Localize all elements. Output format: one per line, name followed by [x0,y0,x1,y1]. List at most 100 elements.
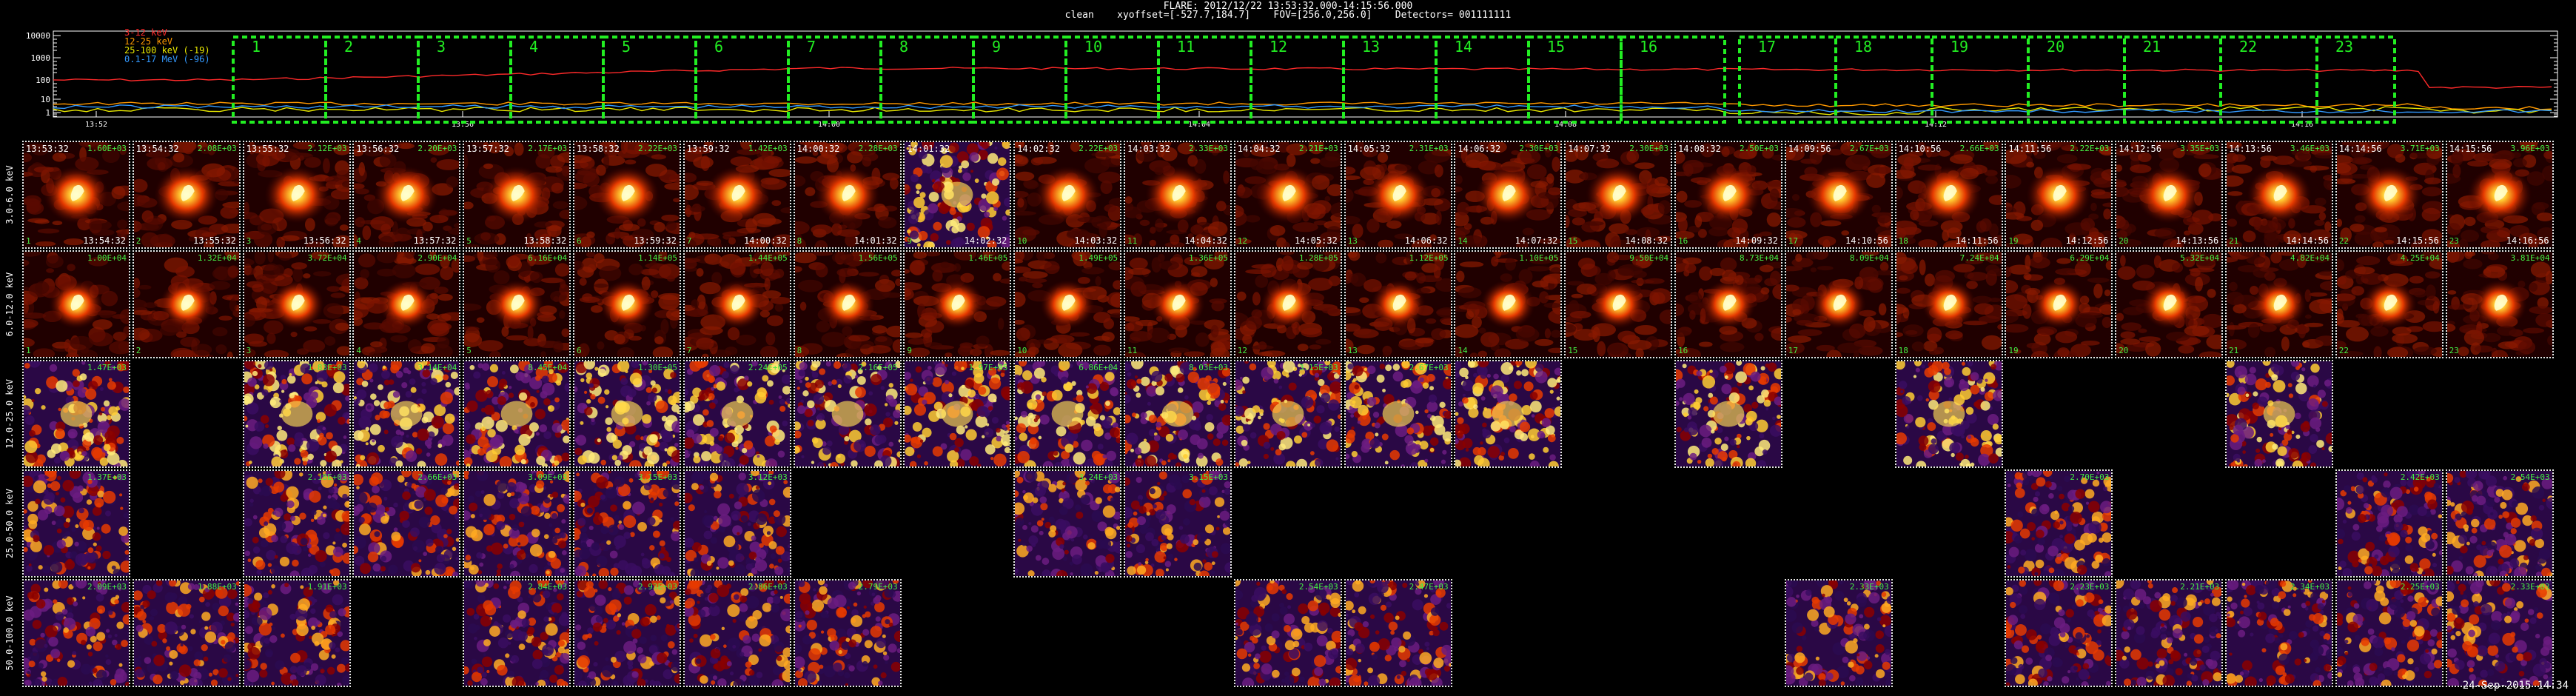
interval-end-time: 14:06:32 [1404,235,1448,246]
image-map [464,361,570,466]
image-panel: 2.84E+03 [463,579,571,687]
interval-index: 11 [1127,236,1138,246]
image-map [2446,142,2552,247]
peak-value: 1.60E+03 [87,144,127,153]
legend-entry: 0.1-17 MeV (-96) [124,54,210,64]
peak-value: 2.70E+03 [2070,472,2110,482]
time-interval-box [2027,36,2126,124]
image-panel [2225,360,2333,468]
image-panel: 13:57:32 13:58:32 5 2.17E+03 [463,141,571,249]
y-tick-label: 1 [45,108,50,118]
peak-value: 3.12E+03 [748,472,788,482]
interval-index: 19 [2008,236,2019,246]
interval-number: 16 [1640,38,1657,56]
peak-value: 2.28E+03 [858,144,898,153]
image-map [354,142,460,247]
image-panel: 14:13:56 14:14:56 21 3.46E+03 [2225,141,2333,249]
y-tick-label: 10000 [26,31,50,41]
image-panel: 5 6.16E+04 [463,250,571,358]
image-map [1785,142,1891,247]
interval-index: 15 [1568,346,1578,355]
interval-end-time: 13:58:32 [523,235,567,246]
interval-end-time: 14:00:32 [744,235,787,246]
image-map [24,142,129,247]
image-panel: 1.30E+05 [573,360,681,468]
interval-index: 3 [246,346,252,355]
peak-value: 8.03E+03 [1189,363,1228,372]
image-map [354,361,460,466]
image-map [464,471,570,576]
image-panel: 14:04:32 14:05:32 12 2.21E+03 [1233,141,1342,249]
image-panel: 14:11:56 14:12:56 19 2.22E+03 [2005,141,2113,249]
image-panel: 2.34E+03 [2225,579,2333,687]
time-interval-box [2219,36,2318,124]
interval-number: 22 [2239,38,2257,56]
image-panel: 3.15E+03 [573,469,681,578]
image-map [1785,580,1891,686]
image-map [2227,142,2332,247]
image-map [244,471,349,576]
interval-index: 15 [1568,236,1578,246]
interval-number: 1 [252,38,261,56]
peak-value: 2.30E+03 [1629,144,1669,153]
image-map [24,252,129,357]
peak-value: 1.28E+05 [1298,253,1338,263]
image-panel: 16 8.73E+04 [1674,250,1782,358]
peak-value: 3.35E+03 [2180,144,2220,153]
image-panel: 7 1.44E+05 [682,250,791,358]
image-map [24,580,129,686]
interval-number: 6 [714,38,723,56]
interval-index: 1 [26,346,31,355]
image-map [684,142,790,247]
interval-number: 19 [1951,38,1968,56]
peak-value: 2.23E+03 [2070,582,2110,592]
image-map [905,142,1010,247]
image-panel: 6.86E+04 [1013,360,1122,468]
image-map [2116,580,2222,686]
peak-value: 1.12E+05 [1409,253,1449,263]
interval-index: 22 [2338,236,2349,246]
y-tick-label: 1000 [31,53,51,63]
interval-end-time: 14:07:32 [1515,235,1558,246]
interval-index: 14 [1458,346,1468,355]
interval-end-time: 13:55:32 [193,235,236,246]
image-map [1235,361,1341,466]
x-tick-label: 14:04 [1188,121,1210,129]
interval-index: 13 [1347,346,1358,355]
image-map [2116,142,2222,247]
interval-index: 17 [1788,236,1799,246]
interval-index: 7 [686,346,692,355]
series-3-12kev [53,67,2552,89]
peak-value: 2.12E+03 [307,144,347,153]
image-panel: 2.66E+03 [352,469,461,578]
image-panel: 4 2.90E+04 [352,250,461,358]
image-panel: 2.54E+03 [1233,579,1342,687]
peak-value: 1.32E+04 [197,253,237,263]
x-tick-label: 14:08 [1554,121,1577,129]
interval-start-time: 14:08:32 [1678,144,1721,154]
interval-start-time: 13:57:32 [466,144,509,154]
image-map [1345,580,1451,686]
interval-start-time: 14:07:32 [1568,144,1611,154]
peak-value: 3.15E+03 [1298,363,1338,372]
image-panel: 20 5.32E+04 [2115,250,2224,358]
series-0.1-17mev [53,104,2552,114]
x-tick-label: 13:56 [452,121,474,129]
interval-index: 8 [796,236,802,246]
peak-value: 2.25E+03 [2400,582,2440,592]
interval-start-time: 14:02:32 [1017,144,1060,154]
image-panel: 1.47E+03 [22,360,130,468]
peak-value: 2.42E+03 [2400,472,2440,482]
peak-value: 2.30E+03 [1519,144,1559,153]
peak-value: 2.67E+03 [1409,363,1449,372]
image-map [1015,252,1121,357]
peak-value: 2.84E+03 [528,582,568,592]
time-interval-box [1834,36,1933,124]
peak-value: 1.97E+05 [968,363,1008,372]
peak-value: 1.46E+05 [968,253,1008,263]
image-map [1455,142,1561,247]
interval-index: 5 [466,346,472,355]
peak-value: 2.79E+03 [858,582,898,592]
image-map [2227,252,2332,357]
image-panel: 21 4.82E+04 [2225,250,2333,358]
